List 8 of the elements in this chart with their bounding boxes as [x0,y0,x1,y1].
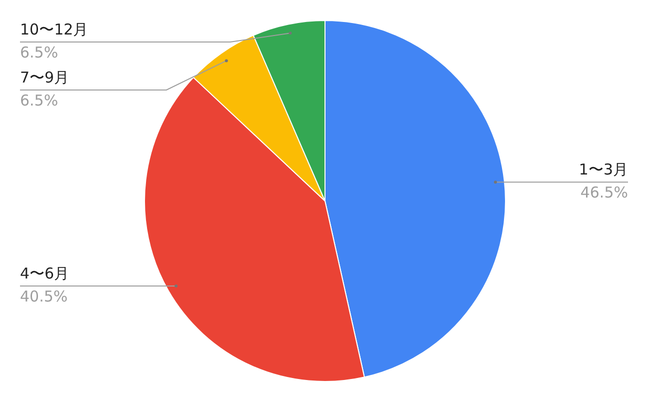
slice-label: 4〜6月 [20,264,70,282]
data-label: 6.5% [20,43,58,62]
data-label: 40.5% [20,287,68,306]
slice-label: 7〜9月 [20,68,70,86]
data-label: 46.5% [580,184,628,202]
data-label: 6.5% [20,91,58,110]
slice-label: 1〜3月 [578,160,628,179]
slice-label: 10〜12月 [20,20,88,38]
